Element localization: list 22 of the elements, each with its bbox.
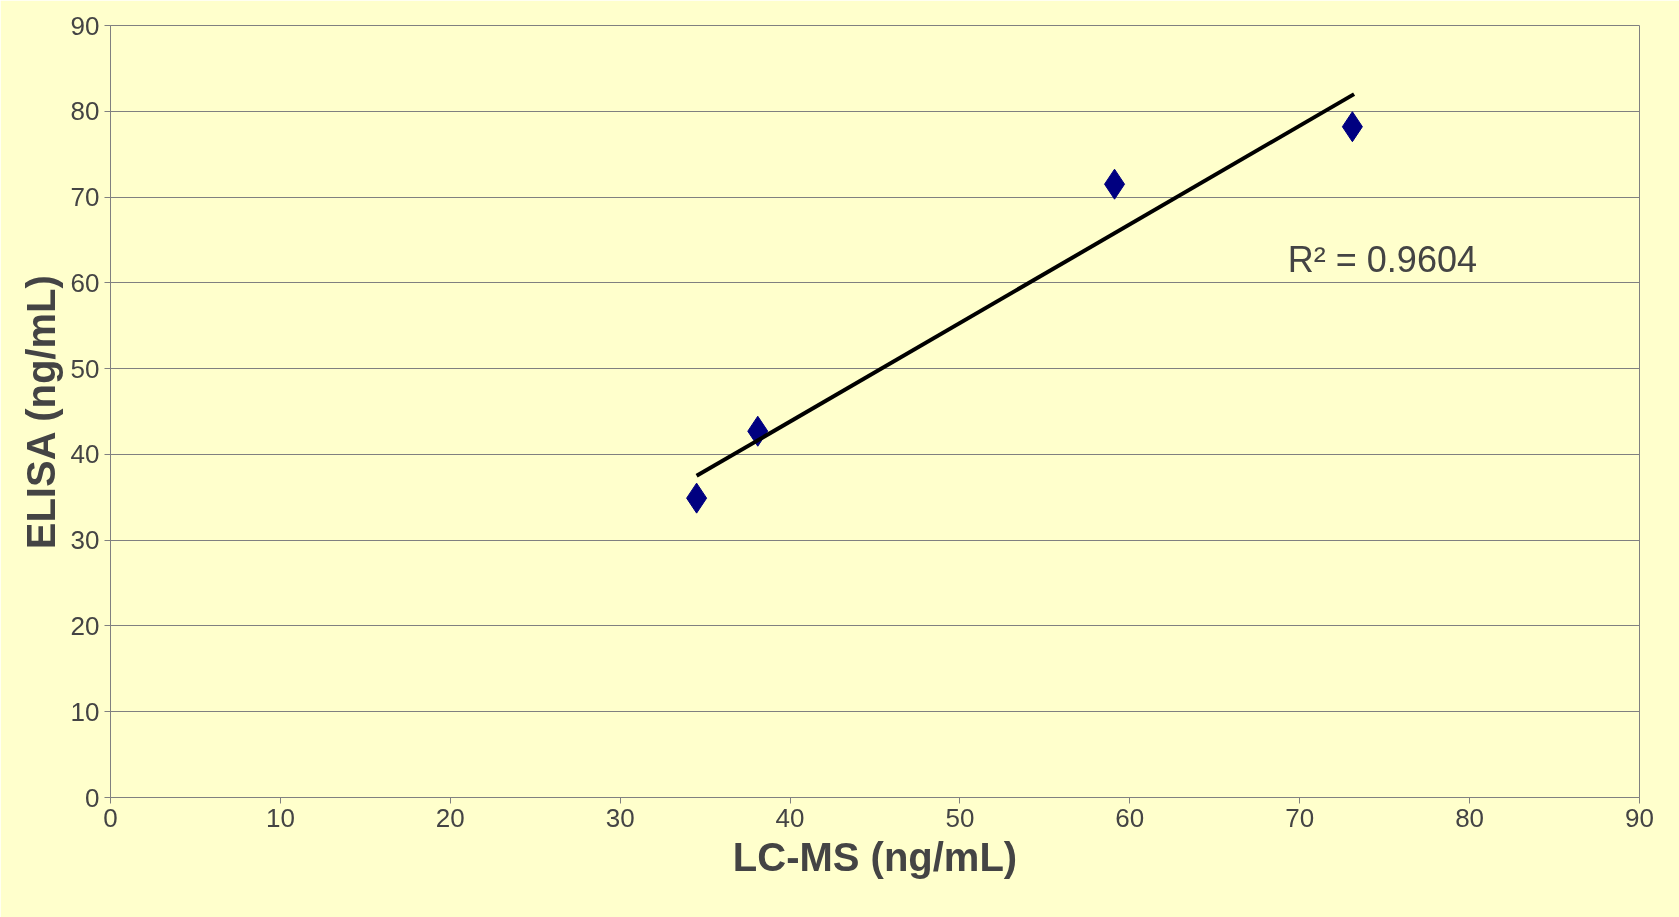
y-tick-label: 40 — [70, 439, 100, 470]
y-tick-label: 0 — [85, 782, 100, 813]
x-tick-label: 30 — [605, 802, 635, 833]
x-tick-label: 90 — [1625, 802, 1654, 833]
x-tick-label: 80 — [1455, 802, 1485, 833]
x-tick-label: 40 — [775, 802, 805, 833]
x-axis-title: LC-MS (ng/mL) — [732, 834, 1018, 879]
y-tick-label: 20 — [70, 610, 100, 641]
annotation: R² = 0.9604 — [1287, 239, 1477, 281]
x-tick-label: 10 — [265, 802, 295, 833]
y-tick-label: 30 — [70, 525, 100, 556]
x-tick-label: 70 — [1285, 802, 1315, 833]
y-tick-label: 90 — [70, 10, 100, 41]
x-tick-label: 20 — [435, 802, 465, 833]
y-tick-label: 70 — [70, 182, 100, 213]
x-tick-label: 50 — [945, 802, 975, 833]
y-tick-label: 50 — [70, 353, 100, 384]
x-tick-label: 60 — [1115, 802, 1145, 833]
y-tick-label: 80 — [70, 96, 100, 127]
y-tick-label: 60 — [70, 267, 100, 298]
y-axis-title: ELISA (ng/mL) — [18, 275, 63, 550]
y-tick-label: 10 — [70, 696, 100, 727]
